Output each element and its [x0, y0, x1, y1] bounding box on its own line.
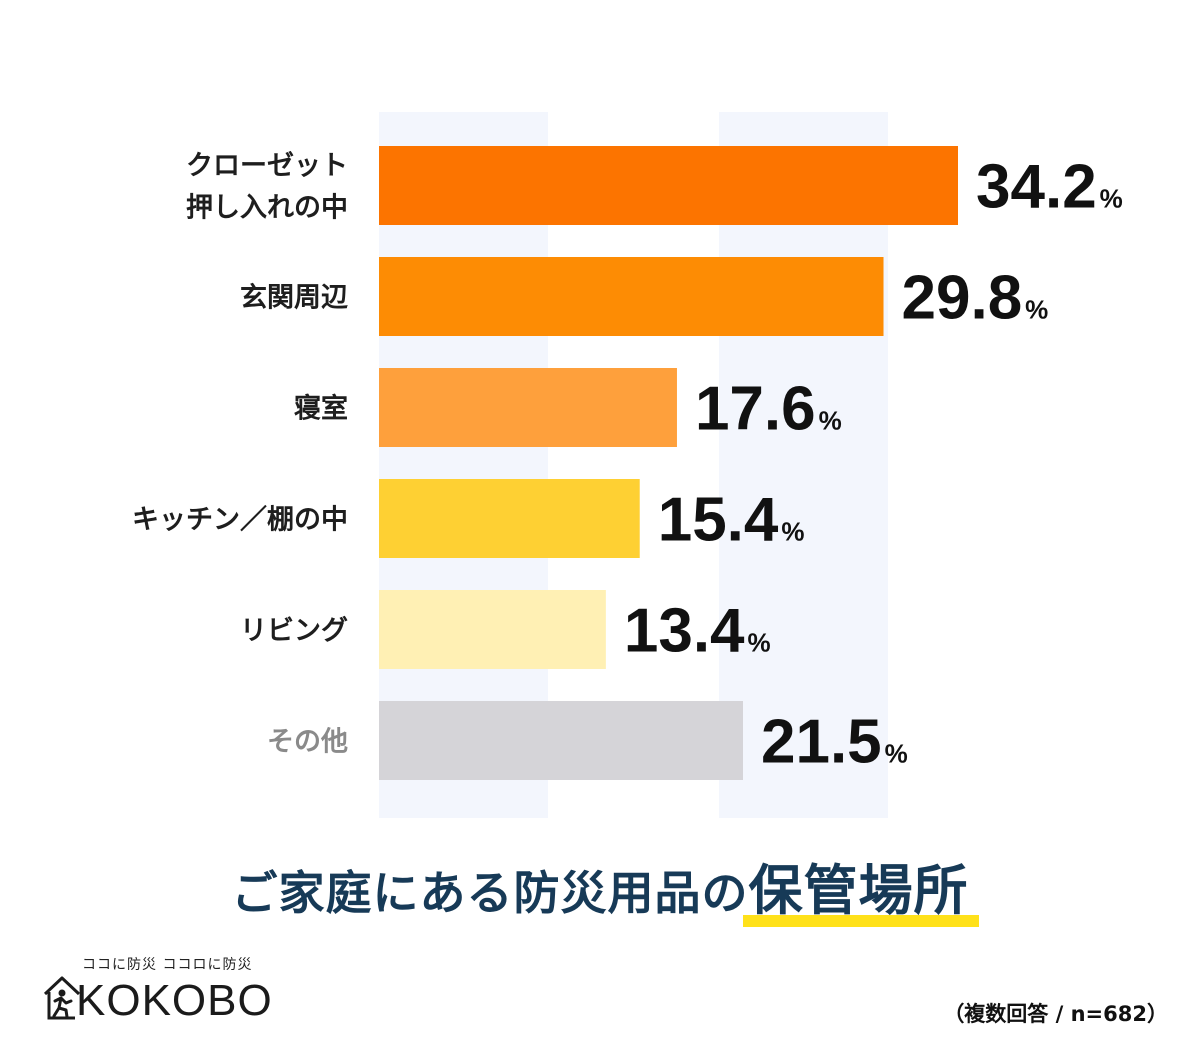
category-label-5: リビング	[240, 615, 348, 647]
value-label-4: 15.4	[658, 486, 779, 555]
survey-note: （複数回答 / n=682）	[943, 1002, 1168, 1026]
category-label-2: 玄関周辺	[240, 282, 348, 314]
chart-title: ご家庭にある防災用品の保管場所	[0, 846, 1200, 927]
brand-name: KOKOBO	[76, 976, 273, 1025]
grid-band-1	[379, 112, 548, 818]
bar-3	[379, 368, 677, 447]
value-label-2: 29.8	[902, 264, 1023, 333]
bar-4	[379, 479, 640, 558]
value-unit-1: %	[1100, 184, 1123, 214]
bar-6	[379, 701, 743, 780]
category-label-4: キッチン／棚の中	[132, 505, 348, 536]
category-label-1-line-2: 押し入れの中	[186, 193, 348, 224]
value-unit-4: %	[781, 517, 804, 547]
value-label-6: 21.5	[761, 708, 882, 777]
value-label-5: 13.4	[624, 597, 745, 666]
value-label-3: 17.6	[695, 375, 816, 444]
value-unit-6: %	[885, 739, 908, 769]
value-unit-3: %	[819, 406, 842, 436]
value-unit-2: %	[1025, 295, 1048, 325]
chart-title-highlight: 保管場所	[742, 846, 979, 927]
house-runner-icon	[43, 976, 81, 1020]
grid-band-2	[719, 112, 888, 818]
category-label-6: その他	[267, 727, 348, 758]
category-label-3: 寝室	[294, 393, 348, 425]
brand-tagline: ココに防災 ココロに防災	[82, 957, 253, 973]
value-label-1: 34.2	[976, 153, 1097, 222]
value-unit-5: %	[748, 628, 771, 658]
bar-2	[379, 257, 884, 336]
brand-logo: ココに防災 ココロに防災 KOKOBO	[42, 954, 302, 1034]
bar-1	[379, 146, 958, 225]
category-label-1-line-1: クローゼット	[186, 151, 348, 182]
chart-title-main: ご家庭にある防災用品の	[231, 866, 749, 920]
bar-chart: クローゼット 押し入れの中 34.2% 玄関周辺 29.8% 寝室 17.6% キッチン／棚の…	[132, 112, 1123, 818]
bar-5	[379, 590, 606, 669]
